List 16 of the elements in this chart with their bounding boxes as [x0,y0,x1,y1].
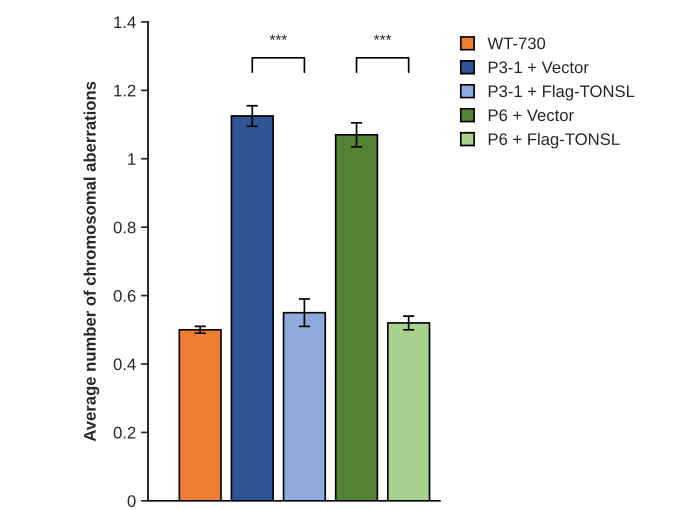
y-tick-label: 1.4 [114,16,136,28]
annotation: *** [374,34,392,40]
legend-label: P6 + Flag-TONSL [488,132,620,148]
annotation: *** [270,34,288,40]
legend-label: P6 + Vector [488,109,574,122]
y-tick-label: 1.2 [114,84,136,96]
y-tick-label: 0.6 [114,290,136,302]
y-tick-label: 0.4 [114,358,136,370]
legend-label: WT-730 [488,37,546,50]
y-tick-label: 1 [128,153,136,165]
y-tick-label: 0.8 [114,222,136,234]
legend-label: P3-1 + Flag-TONSL [488,84,634,100]
y-tick-label: 0 [128,495,136,508]
legend-label: P3-1 + Vector [488,61,589,74]
y-axis-title: Average number of chromosomal aberrations [84,82,100,442]
y-tick-label: 0.2 [114,426,136,439]
